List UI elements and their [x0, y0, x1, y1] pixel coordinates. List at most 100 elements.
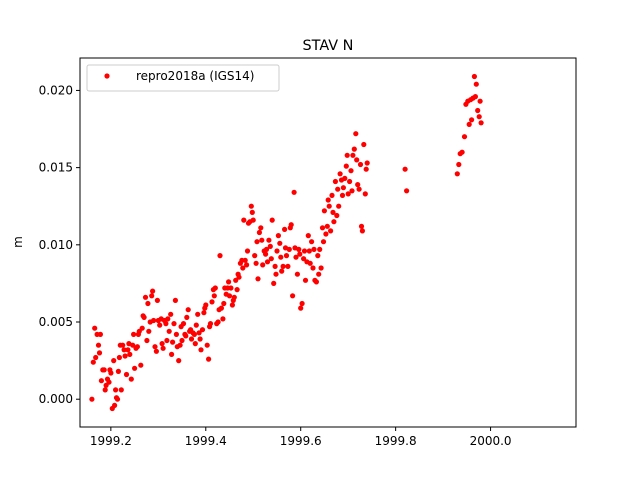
- data-point: [101, 367, 107, 373]
- data-point: [113, 387, 119, 393]
- data-point: [339, 192, 346, 198]
- data-point: [335, 186, 341, 192]
- data-point: [328, 228, 334, 234]
- data-point: [95, 342, 102, 348]
- data-point: [102, 387, 108, 393]
- data-point: [459, 149, 465, 155]
- data-point: [146, 328, 152, 334]
- y-tick-label: 0.015: [39, 161, 73, 175]
- data-point: [288, 222, 294, 228]
- data-point: [318, 265, 324, 271]
- data-point: [142, 294, 149, 300]
- data-point: [320, 239, 327, 245]
- y-tick-label: 0.005: [39, 315, 73, 329]
- data-point: [277, 240, 283, 246]
- data-point: [112, 402, 118, 408]
- data-point: [475, 107, 481, 114]
- data-point: [301, 248, 308, 254]
- data-point: [195, 311, 201, 317]
- data-point: [363, 166, 369, 172]
- data-point: [263, 251, 269, 257]
- data-point: [271, 280, 277, 286]
- data-point: [477, 98, 483, 104]
- data-point: [120, 342, 126, 348]
- data-point: [244, 262, 250, 268]
- data-point: [351, 146, 357, 152]
- data-point: [184, 314, 190, 320]
- data-point: [111, 358, 117, 364]
- data-point: [242, 257, 248, 263]
- data-point: [294, 271, 300, 277]
- data-point: [350, 152, 356, 158]
- data-point: [209, 299, 215, 305]
- data-point: [152, 344, 158, 350]
- data-point: [302, 277, 309, 283]
- data-point: [355, 182, 361, 188]
- data-point: [364, 160, 370, 166]
- data-point: [263, 246, 270, 252]
- data-point: [217, 253, 223, 259]
- data-point: [311, 246, 317, 252]
- data-point: [469, 117, 475, 123]
- data-point: [180, 321, 187, 327]
- data-point: [404, 188, 410, 194]
- data-point: [221, 300, 227, 307]
- data-point: [321, 208, 327, 214]
- data-point: [280, 263, 286, 269]
- data-point: [185, 307, 191, 313]
- data-point: [298, 305, 304, 311]
- data-point: [177, 342, 183, 348]
- data-point: [317, 246, 323, 252]
- data-point: [188, 336, 195, 342]
- x-tick-label: 1999.4: [185, 434, 227, 448]
- data-point: [150, 288, 156, 294]
- data-point: [183, 333, 189, 339]
- data-point: [471, 73, 477, 80]
- x-axis: 1999.2 1999.4 1999.6 1999.8 2000.0: [90, 427, 512, 448]
- data-point: [170, 339, 176, 345]
- data-point: [258, 225, 264, 231]
- data-point: [267, 243, 273, 249]
- data-point: [331, 219, 337, 225]
- data-point: [476, 114, 482, 120]
- data-point: [316, 271, 322, 277]
- data-point: [275, 233, 281, 239]
- data-point: [228, 285, 234, 291]
- data-point: [259, 237, 265, 243]
- data-point: [236, 274, 242, 280]
- data-point: [131, 331, 137, 337]
- data-point: [264, 259, 271, 265]
- data-point: [166, 328, 172, 334]
- data-point: [153, 348, 159, 354]
- data-point: [348, 168, 354, 174]
- data-point: [466, 121, 472, 127]
- data-point: [266, 237, 272, 243]
- y-axis-label: m: [11, 236, 25, 248]
- data-point: [168, 311, 174, 317]
- data-point: [305, 233, 311, 239]
- data-point: [329, 192, 335, 198]
- data-point: [279, 268, 285, 274]
- data-point: [286, 246, 292, 252]
- data-point: [274, 248, 280, 254]
- data-point: [244, 248, 251, 254]
- y-tick-label: 0.010: [39, 238, 73, 252]
- legend-label: repro2018a (IGS14): [136, 69, 254, 83]
- data-point: [337, 171, 343, 177]
- data-point: [196, 330, 202, 336]
- data-point: [326, 203, 332, 209]
- data-point: [134, 344, 140, 350]
- data-point: [226, 279, 232, 285]
- data-point: [309, 239, 315, 245]
- data-point: [226, 293, 233, 299]
- data-point: [125, 347, 131, 353]
- data-point: [118, 387, 124, 393]
- data-point: [108, 370, 114, 376]
- data-point: [256, 229, 262, 236]
- data-point: [282, 226, 288, 232]
- data-point: [343, 163, 349, 169]
- data-point: [93, 354, 99, 361]
- data-point: [92, 325, 98, 331]
- data-point: [324, 223, 330, 229]
- data-point: [472, 94, 478, 100]
